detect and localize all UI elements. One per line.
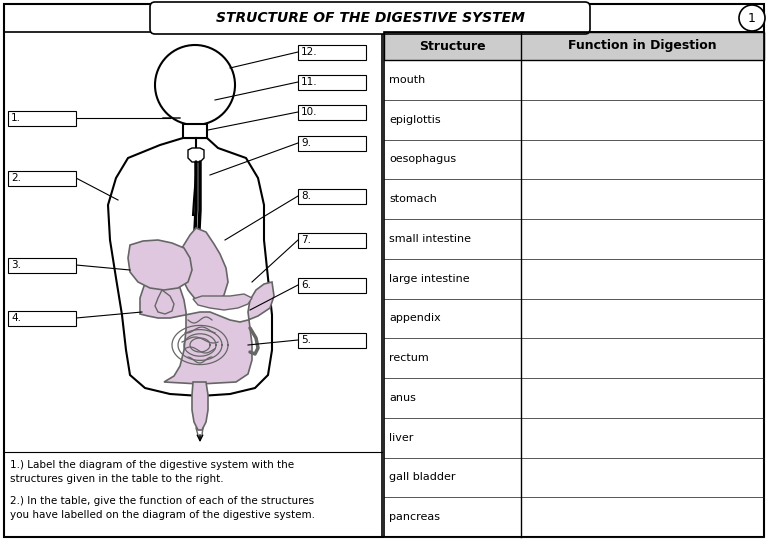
Bar	[8, 170, 76, 186]
Text: mouth: mouth	[389, 75, 425, 85]
Text: 1.) Label the diagram of the digestive system with the
structures given in the t: 1.) Label the diagram of the digestive s…	[10, 460, 294, 484]
Text: 12.: 12.	[301, 47, 318, 57]
Text: 5.: 5.	[301, 335, 311, 345]
Bar	[298, 135, 366, 150]
Polygon shape	[183, 124, 207, 138]
Text: liver: liver	[389, 433, 413, 443]
Text: 1.: 1.	[11, 113, 21, 123]
Text: 1: 1	[748, 11, 756, 24]
Text: small intestine: small intestine	[389, 234, 471, 244]
Text: 11.: 11.	[301, 77, 318, 87]
Bar	[298, 188, 366, 203]
Circle shape	[739, 5, 765, 31]
Text: anus: anus	[389, 393, 416, 403]
Polygon shape	[192, 382, 208, 430]
Text: 6.: 6.	[301, 280, 311, 290]
Bar	[298, 333, 366, 347]
Text: epiglottis: epiglottis	[389, 115, 441, 124]
Bar	[8, 110, 76, 126]
Polygon shape	[193, 294, 252, 310]
Text: oesophagus: oesophagus	[389, 154, 456, 164]
Bar	[298, 104, 366, 120]
Text: gall bladder: gall bladder	[389, 472, 455, 483]
Text: stomach: stomach	[389, 194, 437, 204]
Polygon shape	[108, 138, 272, 396]
Polygon shape	[155, 290, 174, 314]
Text: rectum: rectum	[389, 353, 429, 363]
Text: 2.: 2.	[11, 173, 21, 183]
Polygon shape	[180, 228, 228, 305]
Bar	[298, 233, 366, 247]
Text: Structure: Structure	[419, 39, 485, 52]
Bar	[8, 311, 76, 326]
Circle shape	[155, 45, 235, 125]
Text: 9.: 9.	[301, 138, 311, 148]
Text: 8.: 8.	[301, 191, 311, 201]
Text: 3.: 3.	[11, 260, 21, 270]
Text: 4.: 4.	[11, 313, 21, 323]
FancyBboxPatch shape	[150, 2, 590, 34]
Polygon shape	[140, 278, 274, 384]
Polygon shape	[188, 148, 204, 162]
Polygon shape	[128, 240, 192, 290]
Text: 7.: 7.	[301, 235, 311, 245]
Text: 10.: 10.	[301, 107, 317, 117]
Text: pancreas: pancreas	[389, 512, 440, 522]
Bar	[384, 32, 764, 60]
Bar	[298, 44, 366, 60]
Text: large intestine: large intestine	[389, 274, 469, 283]
Bar	[384, 32, 764, 537]
Text: Function in Digestion: Function in Digestion	[568, 39, 717, 52]
Bar	[8, 258, 76, 273]
Text: appendix: appendix	[389, 313, 441, 324]
Text: STRUCTURE OF THE DIGESTIVE SYSTEM: STRUCTURE OF THE DIGESTIVE SYSTEM	[216, 11, 525, 25]
Bar	[298, 75, 366, 89]
Text: 2.) In the table, give the function of each of the structures
you have labelled : 2.) In the table, give the function of e…	[10, 496, 315, 520]
Bar	[384, 32, 764, 60]
Bar	[298, 278, 366, 293]
